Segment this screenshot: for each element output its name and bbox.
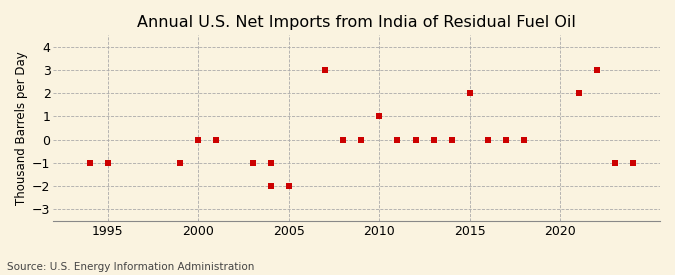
Point [319, 68, 330, 72]
Point [573, 91, 584, 95]
Point [464, 91, 475, 95]
Point [356, 138, 367, 142]
Title: Annual U.S. Net Imports from India of Residual Fuel Oil: Annual U.S. Net Imports from India of Re… [137, 15, 576, 30]
Point [610, 161, 620, 165]
Point [591, 68, 602, 72]
Point [501, 138, 512, 142]
Point [265, 184, 276, 188]
Y-axis label: Thousand Barrels per Day: Thousand Barrels per Day [15, 51, 28, 205]
Text: Source: U.S. Energy Information Administration: Source: U.S. Energy Information Administ… [7, 262, 254, 272]
Point [428, 138, 439, 142]
Point [102, 161, 113, 165]
Point [284, 184, 294, 188]
Point [84, 161, 95, 165]
Point [338, 138, 348, 142]
Point [193, 138, 204, 142]
Point [410, 138, 421, 142]
Point [211, 138, 221, 142]
Point [374, 114, 385, 119]
Point [247, 161, 258, 165]
Point [628, 161, 639, 165]
Point [483, 138, 493, 142]
Point [519, 138, 530, 142]
Point [265, 161, 276, 165]
Point [392, 138, 403, 142]
Point [175, 161, 186, 165]
Point [446, 138, 457, 142]
